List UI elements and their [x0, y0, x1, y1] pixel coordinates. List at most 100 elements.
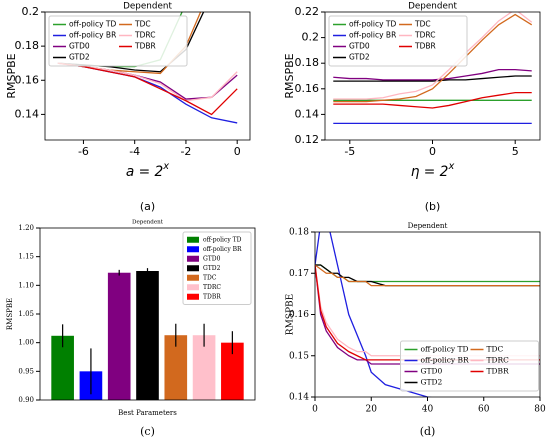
y-tick-label: 0.17 [289, 269, 309, 279]
axes-frame [39, 227, 256, 401]
legend-label: TDBR [203, 293, 221, 300]
legend-label: TDC [414, 20, 431, 29]
y-axis-label: RMSPBE [286, 294, 296, 335]
x-axis-label-text: a = 2 [126, 164, 163, 180]
axes-frame [314, 231, 541, 398]
line [333, 75, 532, 82]
y-tick-label: 0.15 [289, 351, 309, 361]
y-tick-label: 0.18 [15, 39, 40, 52]
y-tick-label: 0.12 [295, 133, 320, 146]
y-tick-label: 0.2 [22, 5, 40, 18]
legend-swatch [187, 236, 199, 243]
x-tick-label: -5 [344, 145, 355, 158]
legend-label: GTD2 [203, 265, 221, 272]
legend-label: off-policy BR [349, 31, 396, 40]
y-tick-label: 0.16 [15, 73, 40, 86]
x-tick-label: 5 [512, 145, 519, 158]
caption: (d) [420, 425, 436, 438]
legend-label: off-policy BR [421, 356, 470, 365]
y-tick-label: 1.15 [18, 253, 34, 261]
caption: (a) [140, 200, 155, 213]
legend-label: off-policy TD [203, 236, 242, 243]
legend-box [328, 15, 468, 67]
legend-label: TDRC [487, 356, 510, 365]
line [315, 264, 540, 283]
axes-frame [44, 11, 251, 141]
y-tick-label: 1.00 [18, 339, 34, 347]
x-tick-label: -4 [129, 145, 140, 158]
x-axis-label: Best Parameters [118, 409, 177, 417]
legend-swatch [187, 274, 199, 281]
legend-label: TDRC [203, 284, 221, 291]
legend-label: TDRC [414, 31, 435, 40]
legend-swatch [187, 246, 199, 253]
y-tick-label: 0.18 [295, 56, 320, 69]
x-tick-label: 60 [478, 405, 490, 415]
legend-label: off-policy TD [349, 20, 397, 29]
panel-title: Dependent [132, 220, 164, 226]
legend-label: GTD0 [349, 42, 370, 51]
legend-label: TDBR [134, 42, 156, 51]
legend-label: TDBR [414, 42, 436, 51]
bar [221, 342, 244, 400]
x-tick-label: 0 [429, 145, 436, 158]
line [57, 62, 238, 116]
plot-area [51, 268, 244, 400]
bar [107, 272, 131, 400]
x-tick-label: -6 [78, 145, 89, 158]
panel: Dependent (d) RMSPBE 0.14 0.15 0.16 0.17 0.18 0 2… [286, 221, 546, 438]
x-axis-label-text: Best Parameters [118, 409, 177, 417]
legend-box [400, 340, 539, 392]
y-axis-label: RMSPBE [5, 53, 18, 98]
legend-label: GTD0 [69, 42, 90, 51]
legend-swatch [187, 284, 199, 291]
line [333, 12, 533, 100]
panel-title: Dependent [408, 221, 448, 230]
legend-label: TDC [134, 20, 151, 29]
y-tick-label: 0.90 [18, 396, 34, 404]
y-tick-label: 0.22 [295, 5, 320, 18]
line [315, 264, 540, 287]
bar [192, 335, 216, 400]
line [57, 62, 238, 100]
x-axis-label: η = 2x [411, 161, 455, 180]
legend-label: TDBR [487, 367, 510, 376]
x-axis-label-sup: x [447, 161, 454, 172]
line [333, 91, 532, 109]
y-tick-label: 0.16 [295, 82, 320, 95]
bar [51, 335, 74, 400]
y-tick-label: 0.14 [289, 393, 309, 403]
x-tick-label: 80 [534, 405, 546, 415]
axes-frame [324, 11, 541, 141]
y-axis-label: RMSPBE [283, 53, 296, 98]
x-tick-label: 20 [366, 405, 378, 415]
panel: Dependent (b) RMSPBE η = 2x 0.12 0.14 0.16 0.18… [283, 2, 541, 213]
panel-title: Dependent [408, 2, 457, 12]
line [315, 264, 540, 287]
legend-label: GTD0 [203, 255, 221, 262]
legend-swatch [187, 255, 199, 262]
legend-label: GTD2 [69, 53, 90, 62]
legend-swatch [187, 293, 199, 300]
legend-label: off-policy BR [203, 246, 242, 253]
y-tick-label: 1.20 [18, 224, 34, 232]
line [333, 13, 533, 103]
x-axis-label-sup: x [162, 161, 169, 172]
panel: Dependent (c) RMSPBE Best Parameters 0.90 0.9… [6, 220, 256, 438]
x-tick-label: 40 [422, 405, 434, 415]
line [333, 68, 532, 81]
legend-label: TDRC [134, 31, 155, 40]
legend-label: GTD0 [421, 367, 443, 376]
line [315, 232, 432, 397]
legend-box [182, 231, 252, 305]
x-tick-label: -2 [180, 145, 191, 158]
bar [164, 335, 188, 400]
caption: (b) [425, 200, 441, 213]
y-tick-label: 1.05 [18, 310, 34, 318]
y-tick-label: 0.14 [15, 107, 40, 120]
x-axis-label: a = 2x [126, 161, 169, 180]
bar [136, 271, 159, 400]
y-tick-label: 1.10 [18, 281, 34, 289]
plot-area [333, 12, 533, 125]
x-tick-label: 0 [234, 145, 241, 158]
